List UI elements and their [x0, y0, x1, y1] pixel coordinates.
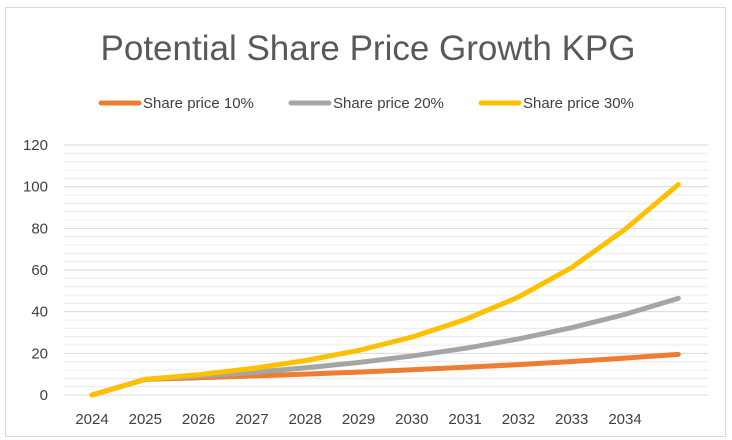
y-tick-label: 80: [31, 220, 48, 237]
legend-label: Share price 30%: [523, 95, 634, 112]
legend-label: Share price 10%: [143, 95, 254, 112]
line-chart: Potential Share Price Growth KPG Share p…: [23, 29, 708, 428]
x-tick-label: 2026: [182, 411, 215, 428]
y-tick-label: 100: [23, 179, 48, 196]
legend: Share price 10% Share price 20% Share pric…: [98, 95, 634, 112]
series-line-3: [89, 182, 681, 398]
y-axis: 0 20 40 60 80 100 120: [23, 137, 48, 404]
x-tick-label: 2027: [235, 411, 268, 428]
y-tick-label: 20: [31, 345, 48, 362]
x-tick-label: 2034: [608, 411, 641, 428]
series-lines: [89, 182, 681, 398]
x-tick-label: 2030: [395, 411, 428, 428]
x-tick-label: 2033: [555, 411, 588, 428]
y-tick-label: 60: [31, 262, 48, 279]
x-tick-label: 2032: [502, 411, 535, 428]
legend-label: Share price 20%: [333, 95, 444, 112]
x-tick-label: 2025: [129, 411, 162, 428]
x-tick-label: 2031: [448, 411, 481, 428]
y-tick-label: 120: [23, 137, 48, 154]
chart-frame: Potential Share Price Growth KPG Share p…: [5, 7, 726, 437]
x-tick-label: 2029: [342, 411, 375, 428]
chart-title: Potential Share Price Growth KPG: [101, 29, 636, 68]
x-axis: 2024 2025 2026 2027 2028 2029 2030 2031 2032 2033…: [75, 411, 641, 428]
y-tick-label: 0: [40, 387, 48, 404]
x-tick-label: 2028: [289, 411, 322, 428]
y-tick-label: 40: [31, 304, 48, 321]
x-tick-label: 2024: [75, 411, 108, 428]
